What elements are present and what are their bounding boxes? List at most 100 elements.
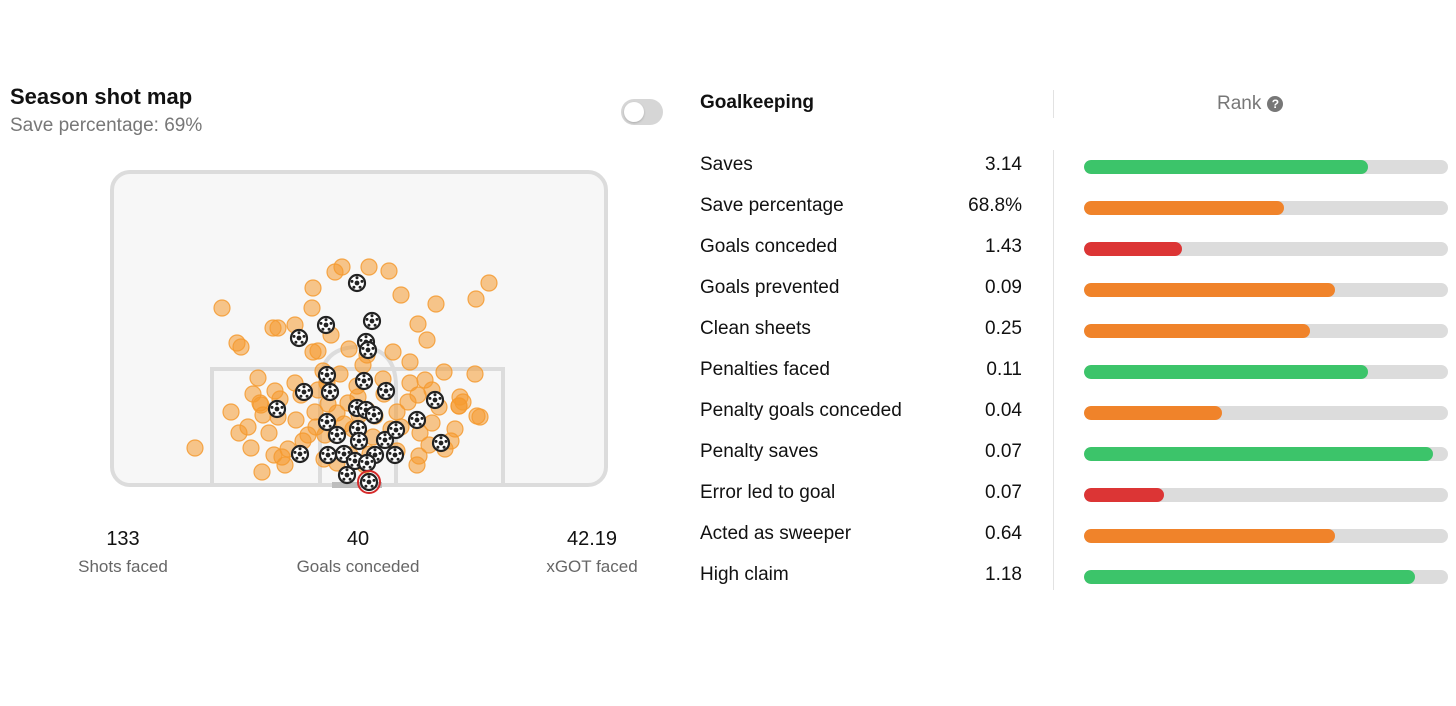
goal-ball-marker[interactable] <box>386 420 406 440</box>
stat-row-label: Penalties faced <box>700 359 830 380</box>
rank-bar-track <box>1084 160 1448 174</box>
goal-ball-marker[interactable] <box>385 445 405 465</box>
shot-saved-marker[interactable] <box>304 279 322 297</box>
stat-row: Goals prevented 0.09 <box>700 277 1456 318</box>
rank-bar-track <box>1084 488 1448 502</box>
goal-ball-marker[interactable] <box>317 412 337 432</box>
shot-saved-marker[interactable] <box>408 456 426 474</box>
shot-saved-marker[interactable] <box>222 403 240 421</box>
goal-ball-marker[interactable] <box>318 445 338 465</box>
shot-saved-marker[interactable] <box>409 315 427 333</box>
shot-saved-marker[interactable] <box>388 403 406 421</box>
rank-bar-fill <box>1084 488 1165 502</box>
shot-saved-marker[interactable] <box>468 407 486 425</box>
stat-xgot-faced: 42.19 xGOT faced <box>492 528 692 577</box>
shot-saved-marker[interactable] <box>340 340 358 358</box>
goal-ball-marker[interactable] <box>362 311 382 331</box>
shot-saved-marker[interactable] <box>418 331 436 349</box>
shot-saved-marker[interactable] <box>401 353 419 371</box>
stat-value: 42.19 <box>566 528 618 550</box>
shot-saved-marker[interactable] <box>306 403 324 421</box>
shot-map-toggle[interactable] <box>621 99 663 125</box>
shot-saved-marker[interactable] <box>304 343 322 361</box>
goal-ball-marker[interactable] <box>347 273 367 293</box>
shot-saved-marker[interactable] <box>253 463 271 481</box>
stat-row-value: 0.64 <box>985 523 1022 544</box>
rank-bar-fill <box>1084 365 1368 379</box>
shots-layer <box>186 258 498 494</box>
goal-ball-marker[interactable] <box>431 433 451 453</box>
shot-saved-marker[interactable] <box>427 295 445 313</box>
stat-row-label: Penalty saves <box>700 441 819 462</box>
goal-ball-marker[interactable] <box>327 425 347 445</box>
shot-saved-marker[interactable] <box>480 274 498 292</box>
shot-saved-marker[interactable] <box>239 418 257 436</box>
shot-saved-marker[interactable] <box>264 319 282 337</box>
stat-row: Goals conceded 1.43 <box>700 236 1456 277</box>
shot-saved-marker[interactable] <box>435 363 453 381</box>
goal-ball-marker[interactable] <box>425 390 445 410</box>
help-icon[interactable]: ? <box>1267 96 1284 112</box>
rank-bar-track <box>1084 447 1448 461</box>
shot-saved-marker[interactable] <box>303 299 321 317</box>
rank-bar-fill <box>1084 406 1223 420</box>
shot-saved-marker[interactable] <box>273 448 291 466</box>
goal-ball-marker[interactable] <box>357 453 377 473</box>
shot-saved-marker[interactable] <box>360 258 378 276</box>
shot-saved-marker[interactable] <box>242 439 260 457</box>
shot-saved-marker[interactable] <box>380 262 398 280</box>
stat-row-value: 0.11 <box>986 359 1022 380</box>
shot-saved-marker[interactable] <box>251 394 269 412</box>
shot-saved-marker[interactable] <box>266 382 284 400</box>
shot-saved-marker[interactable] <box>450 397 468 415</box>
rank-bar-track <box>1084 324 1448 338</box>
goal-ball-marker[interactable] <box>354 371 374 391</box>
goalkeeping-stats-panel: Goalkeeping Rank ? Saves 3.14 Save percent… <box>700 0 1456 706</box>
penalty-goal-marker[interactable] <box>357 470 381 494</box>
shot-saved-marker[interactable] <box>384 343 402 361</box>
stat-row: High claim 1.18 <box>700 564 1456 605</box>
rank-header: Rank ? <box>1217 93 1284 115</box>
goal-ball-marker[interactable] <box>320 382 340 402</box>
stat-label: Goals conceded <box>296 557 420 576</box>
shot-saved-marker[interactable] <box>232 338 250 356</box>
stat-row: Error led to goal 0.07 <box>700 482 1456 523</box>
shot-saved-marker[interactable] <box>423 414 441 432</box>
goal-ball-marker[interactable] <box>358 340 378 360</box>
goal-ball-marker[interactable] <box>267 399 287 419</box>
goal-ball-marker[interactable] <box>337 465 357 485</box>
shot-saved-marker[interactable] <box>333 258 351 276</box>
rank-bar-track <box>1084 242 1448 256</box>
goal-ball-marker[interactable] <box>349 431 369 451</box>
shot-saved-marker[interactable] <box>392 286 410 304</box>
stat-row: Penalty saves 0.07 <box>700 441 1456 482</box>
goal-ball-marker[interactable] <box>375 430 395 450</box>
shot-map-pitch[interactable] <box>105 165 615 500</box>
shot-saved-marker[interactable] <box>260 424 278 442</box>
goal-ball-marker[interactable] <box>294 382 314 402</box>
rank-bar-fill <box>1084 242 1183 256</box>
stat-row-label: Penalty goals conceded <box>700 400 902 421</box>
goal-ball-marker[interactable] <box>290 444 310 464</box>
goal-ball-marker[interactable] <box>376 381 396 401</box>
shot-saved-marker[interactable] <box>416 371 434 389</box>
goal-ball-marker[interactable] <box>289 328 309 348</box>
rank-bar-fill <box>1084 324 1310 338</box>
rank-bar-fill <box>1084 570 1416 584</box>
shot-saved-marker[interactable] <box>399 393 417 411</box>
shot-saved-marker[interactable] <box>213 299 231 317</box>
stat-row: Clean sheets 0.25 <box>700 318 1456 359</box>
goal-ball-marker[interactable] <box>364 405 384 425</box>
goal-ball-marker[interactable] <box>316 315 336 335</box>
shot-saved-marker[interactable] <box>287 411 305 429</box>
shot-saved-marker[interactable] <box>186 439 204 457</box>
goal-ball-marker[interactable] <box>407 410 427 430</box>
shot-saved-marker[interactable] <box>466 365 484 383</box>
shot-saved-marker[interactable] <box>249 369 267 387</box>
stat-row-label: Save percentage <box>700 195 844 216</box>
shot-saved-marker[interactable] <box>467 290 485 308</box>
rank-bar-fill <box>1084 447 1434 461</box>
stat-row-value: 0.07 <box>985 482 1022 503</box>
stat-row-label: Saves <box>700 154 753 175</box>
goal-ball-marker[interactable] <box>317 365 337 385</box>
